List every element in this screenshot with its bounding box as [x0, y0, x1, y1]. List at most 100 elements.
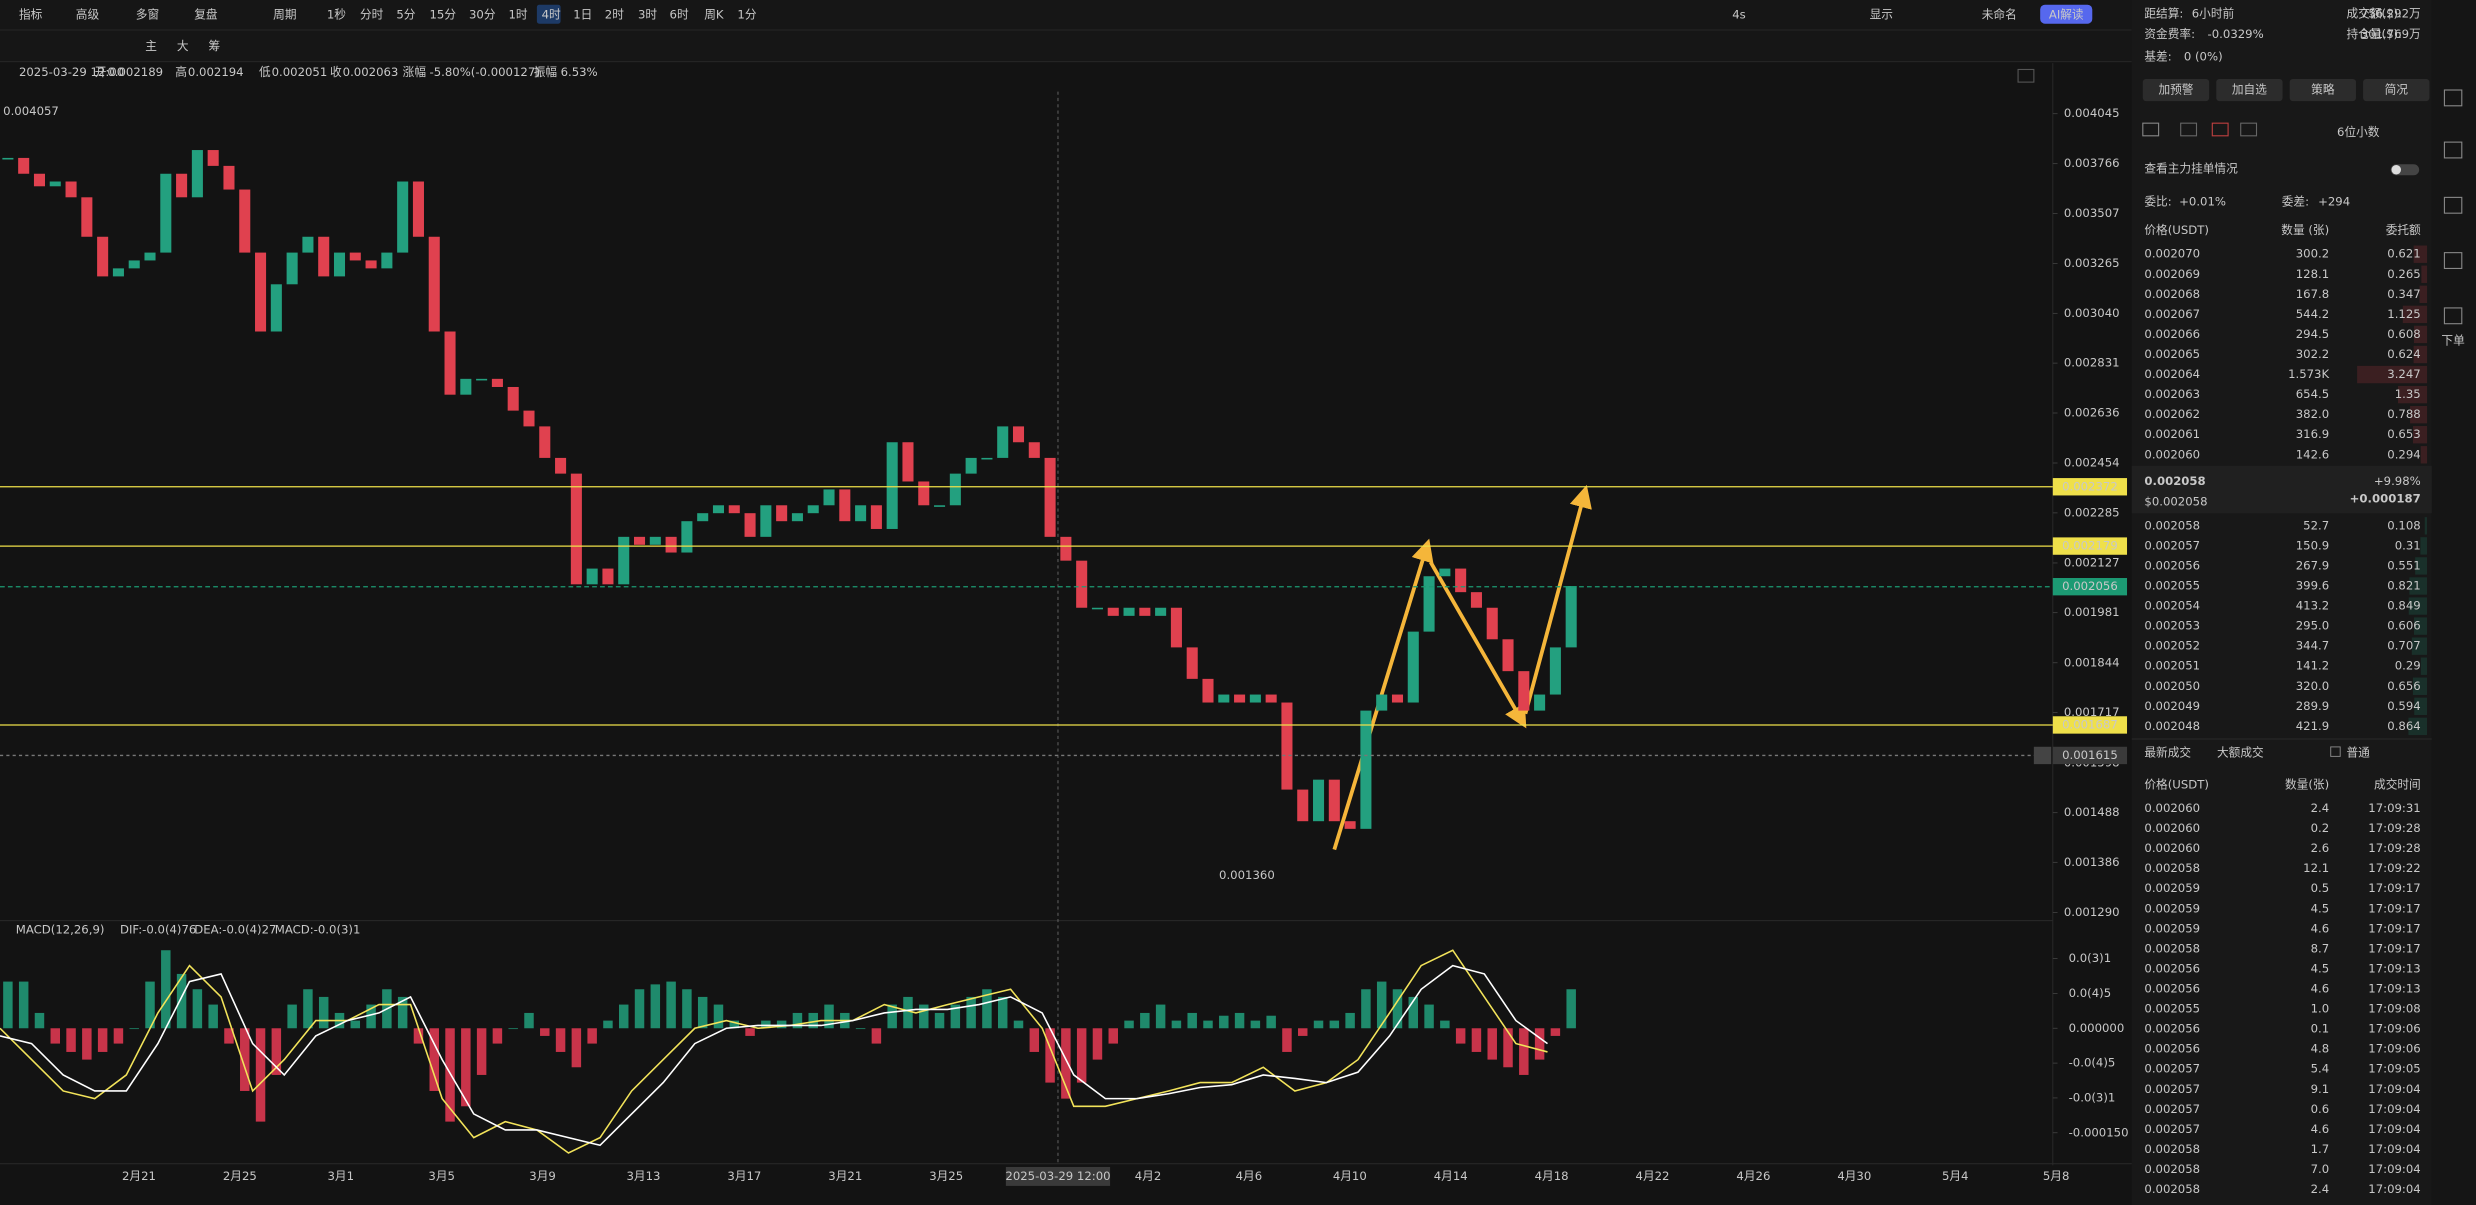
toolbar-item[interactable]: 指标 — [19, 8, 43, 22]
book-price: 0.002048 — [2144, 719, 2200, 733]
trade-tab[interactable]: 大额成交 — [2217, 746, 2264, 760]
button[interactable] — [2142, 78, 2210, 102]
toolbar-item[interactable]: 5分 — [396, 8, 415, 22]
book-header: 委托额 — [2386, 223, 2421, 237]
trade-price: 0.002056 — [2144, 1022, 2200, 1036]
trade-header: 数量(张) — [2285, 777, 2329, 791]
button[interactable] — [2289, 78, 2356, 102]
book-qty: 399.6 — [2296, 578, 2329, 592]
book-amount: 0.594 — [2387, 699, 2420, 713]
trade-time: 17:09:31 — [2368, 801, 2420, 815]
toolbar-item[interactable]: 分时 — [360, 8, 384, 22]
button[interactable] — [2216, 78, 2283, 102]
macd-title: MACD(12,26,9) — [16, 923, 105, 937]
macd-bar — [1234, 1012, 1245, 1029]
toolbar-item[interactable]: 1日 — [573, 8, 592, 22]
toolbar-item[interactable]: 15分 — [430, 8, 457, 22]
y-tick-label: 0.001844 — [2064, 655, 2120, 669]
book-header: 数量 (张) — [2281, 223, 2329, 237]
drawing-tool: 大 — [177, 39, 189, 53]
candle — [460, 378, 472, 395]
depth-bar — [2408, 717, 2428, 736]
info-value: 0.002063 — [343, 65, 399, 79]
decimals[interactable]: 6位小数 — [2337, 125, 2380, 139]
toolbar-item[interactable]: 高级 — [76, 8, 100, 22]
info-label: 高 — [175, 65, 187, 79]
toolbar-item[interactable]: 周期 — [273, 8, 296, 22]
toolbar-item[interactable]: 1分 — [737, 8, 756, 22]
book-amount: 0.788 — [2387, 407, 2420, 421]
macd-bar — [697, 996, 708, 1029]
view-icon[interactable] — [2240, 122, 2258, 137]
macd-bar — [729, 1020, 740, 1029]
candle — [1218, 694, 1230, 703]
macd-bar — [208, 1004, 218, 1029]
view-icon[interactable] — [2211, 122, 2229, 137]
macd-bar — [745, 1028, 755, 1036]
candle — [1391, 694, 1404, 703]
toolbar-right[interactable]: 4s — [1732, 8, 1746, 22]
trade-qty: 4.6 — [2311, 1122, 2330, 1136]
candle — [586, 568, 598, 585]
trade-tab[interactable]: 最新成交 — [2144, 746, 2191, 760]
side-icon[interactable] — [2443, 89, 2463, 107]
trade-price: 0.002058 — [2144, 1182, 2200, 1196]
view-icon[interactable] — [2180, 122, 2198, 137]
candle — [491, 378, 503, 387]
toolbar-item[interactable]: 多窗 — [136, 8, 159, 22]
trade-time: 17:09:17 — [2368, 881, 2420, 895]
side-icon[interactable] — [2443, 307, 2463, 325]
button[interactable] — [2363, 78, 2430, 102]
book-header: 价格(USDT) — [2144, 223, 2209, 237]
cursor-date: 2025-03-29 12:00 — [1005, 1169, 1110, 1183]
toolbar-item[interactable]: 1秒 — [327, 8, 346, 22]
stat-label: 距结算: — [2144, 7, 2183, 21]
price-label: 0.002179 — [2062, 539, 2118, 553]
depth-bar — [2413, 325, 2428, 344]
side-icon[interactable] — [2443, 252, 2463, 269]
book-price: 0.002070 — [2144, 247, 2200, 261]
trade-qty: 4.6 — [2311, 981, 2330, 995]
depth-bar — [2402, 305, 2428, 324]
view-icon[interactable] — [2142, 122, 2160, 137]
trade-qty: 4.8 — [2311, 1042, 2330, 1056]
side-icon[interactable] — [2443, 141, 2463, 159]
macd-bar — [413, 1028, 424, 1044]
toolbar-item[interactable]: 6时 — [670, 8, 689, 22]
cursor-plus[interactable] — [2033, 746, 2052, 765]
ai-badge[interactable] — [2040, 4, 2093, 24]
candle — [744, 513, 756, 537]
macd-bar — [303, 989, 313, 1029]
book-amount: 0.294 — [2387, 447, 2420, 461]
trade-time: 17:09:08 — [2368, 1002, 2420, 1016]
toolbar-item[interactable]: 30分 — [469, 8, 496, 22]
y-tick-label: 0.001290 — [2064, 905, 2120, 919]
toolbar-item[interactable]: 4时 — [542, 8, 561, 22]
macd-bar — [1392, 989, 1403, 1029]
toolbar-right[interactable]: 显示 — [1870, 8, 1893, 22]
trade-time: 17:09:17 — [2368, 941, 2420, 955]
toolbar-item[interactable]: 1时 — [508, 8, 527, 22]
toolbar-item[interactable]: 2时 — [605, 8, 624, 22]
x-tick-label: 5月4 — [1942, 1169, 1969, 1183]
macd-bar — [540, 1028, 550, 1036]
candle — [1313, 779, 1325, 822]
checkbox[interactable] — [2330, 746, 2341, 757]
candle — [728, 505, 740, 514]
toolbar-item[interactable]: 复盘 — [194, 8, 218, 22]
candle — [1155, 607, 1167, 616]
candle — [49, 181, 61, 187]
toolbar-right[interactable]: 未命名 — [1982, 8, 2017, 22]
toolbar-item[interactable]: 周K — [704, 8, 724, 22]
trade-time: 17:09:17 — [2368, 901, 2420, 915]
macd-bar — [1408, 996, 1419, 1029]
depth-link[interactable]: 查看主力挂单情况 — [2144, 161, 2238, 175]
candle — [1344, 821, 1356, 829]
macd-bar — [145, 981, 155, 1029]
side-icon[interactable] — [2443, 196, 2463, 214]
macd-bar — [1440, 1020, 1450, 1029]
toolbar-item[interactable]: 3时 — [638, 8, 657, 22]
expand-icon[interactable] — [2017, 68, 2035, 83]
macd-bar — [919, 1004, 929, 1029]
